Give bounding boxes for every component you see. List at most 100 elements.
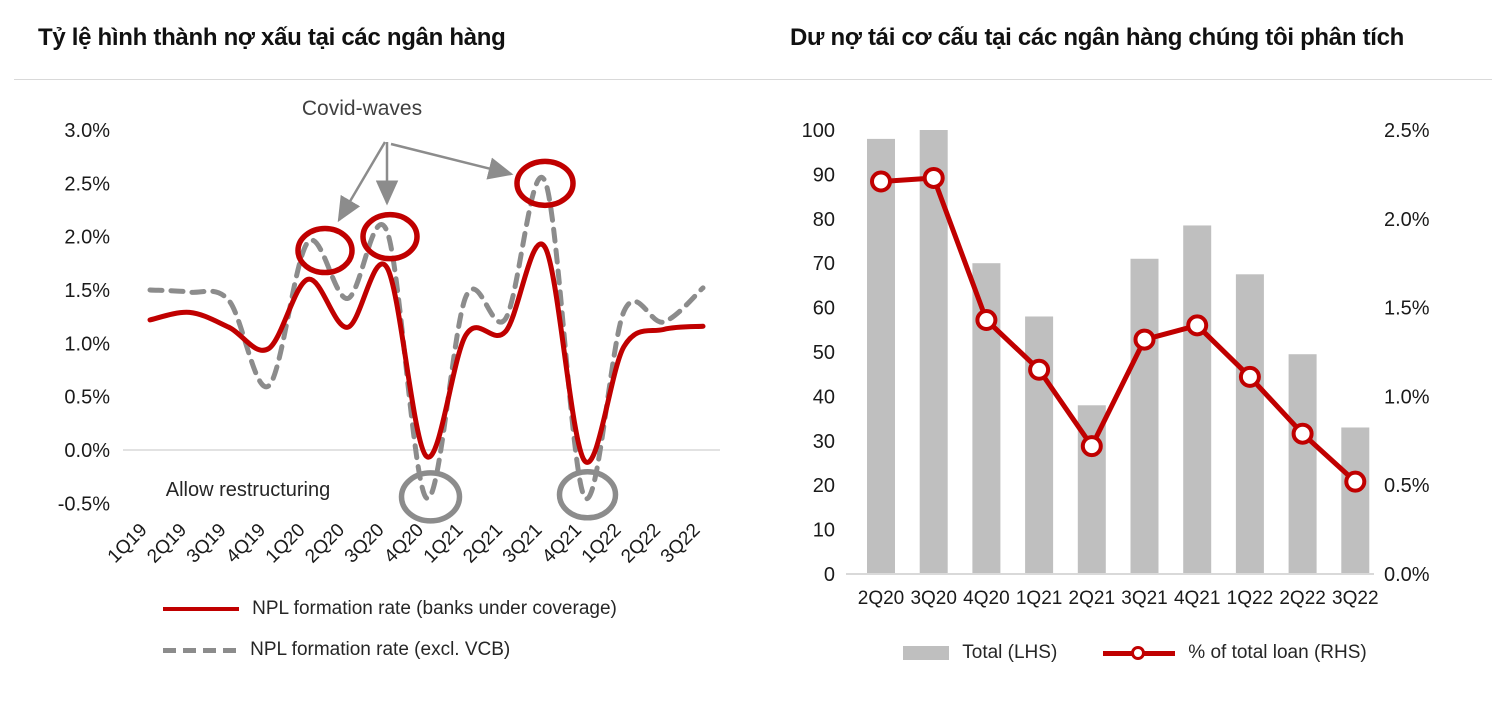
- right-chart-right-y-tick: 2.5%: [1384, 120, 1430, 142]
- right-chart-right-y-tick: 2.0%: [1384, 209, 1430, 231]
- right-chart-right-y-tick: 1.5%: [1384, 298, 1430, 320]
- legend-label: NPL formation rate (banks under coverage…: [252, 598, 617, 619]
- npl-excl-vcb-dashed-line: [147, 175, 706, 502]
- restructuring-dip-circle: [398, 470, 463, 524]
- legend-label: NPL formation rate (excl. VCB): [250, 639, 511, 660]
- right-chart-left-y-tick: 70: [813, 253, 835, 275]
- open-circle-marker-icon: [1131, 645, 1146, 660]
- legend-item-pct-loan: % of total loan (RHS): [1103, 642, 1367, 664]
- pct-total-loan-marker: [1344, 470, 1367, 493]
- covid-wave-arrow: [337, 141, 387, 223]
- total-bar: [1130, 258, 1159, 574]
- left-chart-legend: NPL formation rate (banks under coverage…: [20, 598, 760, 661]
- npl-formation-chart: 3.0% 2.5% 2.0% 1.5% 1.0% 0.5% 0.0% -0.5% 1Q192Q1…: [58, 97, 720, 568]
- right-chart-x-tick: 1Q21: [1016, 588, 1062, 609]
- right-chart-x-tick: 3Q21: [1121, 588, 1167, 609]
- left-chart-x-tick: 1Q19: [104, 520, 152, 568]
- right-chart-left-y-tick: 30: [813, 431, 835, 453]
- total-bar: [1341, 427, 1370, 574]
- left-chart-x-tick: 3Q20: [341, 520, 389, 568]
- left-chart-x-tick: 4Q19: [222, 520, 270, 568]
- left-chart-y-tick: 2.5%: [64, 173, 110, 195]
- title-divider: [14, 79, 1492, 80]
- total-bar: [1183, 225, 1212, 574]
- right-chart-left-y-tick: 50: [813, 342, 835, 364]
- legend-item-npl-coverage: NPL formation rate (banks under coverage…: [163, 598, 617, 620]
- right-chart-x-tick: 2Q21: [1069, 588, 1115, 609]
- left-chart-x-tick: 1Q21: [420, 520, 468, 568]
- total-bar: [1288, 354, 1317, 574]
- right-chart-x-tick: 4Q21: [1174, 588, 1220, 609]
- pct-total-loan-marker: [1080, 435, 1103, 458]
- right-chart-left-y-tick: 100: [802, 120, 835, 142]
- left-chart-y-tick: 1.0%: [64, 333, 110, 355]
- right-chart-x-tick: 3Q20: [910, 588, 956, 609]
- left-chart-y-tick: 3.0%: [64, 120, 110, 142]
- right-chart-right-y-tick: 0.5%: [1384, 475, 1430, 497]
- right-chart-x-tick: 2Q20: [858, 588, 904, 609]
- restructuring-dip-circle: [556, 469, 619, 521]
- right-chart-x-tick: 3Q22: [1332, 588, 1378, 609]
- left-chart-x-tick: 2Q21: [459, 520, 507, 568]
- left-chart-x-tick: 2Q22: [617, 520, 665, 568]
- pct-total-loan-marker: [922, 166, 945, 189]
- allow-restructuring-label: Allow restructuring: [166, 479, 331, 501]
- left-chart-y-tick: -0.5%: [58, 493, 110, 515]
- right-chart-title: Dư nợ tái cơ cấu tại các ngân hàng chúng…: [790, 24, 1405, 51]
- pct-total-loan-marker: [1291, 422, 1314, 445]
- legend-item-total: Total (LHS): [903, 642, 1057, 664]
- pct-total-loan-marker: [870, 170, 892, 193]
- legend-item-npl-excl-vcb: NPL formation rate (excl. VCB): [163, 639, 617, 661]
- pct-total-loan-marker: [1028, 358, 1051, 381]
- right-chart-left-y-tick: 0: [824, 564, 835, 586]
- solid-red-line-swatch: [163, 607, 240, 611]
- left-chart-title: Tỷ lệ hình thành nợ xấu tại các ngân hàn…: [38, 24, 506, 51]
- left-chart-y-tick: 0.0%: [64, 440, 110, 462]
- legend-label: % of total loan (RHS): [1188, 642, 1367, 663]
- right-chart-left-y-tick: 90: [813, 164, 835, 186]
- right-chart-x-tick: 1Q22: [1227, 588, 1273, 609]
- left-chart-y-tick: 0.5%: [64, 387, 110, 409]
- right-chart-legend: Total (LHS) % of total loan (RHS): [780, 642, 1490, 664]
- total-bar: [1025, 316, 1054, 574]
- right-chart-left-y-tick: 20: [813, 475, 835, 497]
- pct-total-loan-marker: [975, 309, 998, 332]
- total-bar: [867, 138, 895, 574]
- covid-waves-label: Covid-waves: [302, 97, 422, 120]
- right-chart-x-tick: 2Q22: [1279, 588, 1325, 609]
- left-chart-x-tick: 2Q20: [301, 520, 349, 568]
- right-chart-x-tick: 4Q20: [963, 588, 1009, 609]
- pct-total-loan-line: [880, 175, 1357, 484]
- pct-total-loan-marker: [1186, 314, 1209, 337]
- right-chart-right-y-tick: 0.0%: [1384, 564, 1430, 586]
- red-line-marker-swatch: [1103, 645, 1176, 661]
- npl-coverage-solid-line: [147, 241, 706, 465]
- covid-peak-circle: [295, 225, 355, 276]
- legend-label: Total (LHS): [962, 642, 1058, 663]
- left-chart-y-tick: 1.5%: [64, 280, 110, 302]
- restructured-debt-chart: 0 10 20 30 40 50 60 70 80 90 100 0.0% 0.5% 1.0% 1.5% 2.…: [802, 120, 1430, 609]
- gray-bar-swatch: [903, 646, 950, 660]
- left-chart-x-tick: 4Q20: [380, 520, 428, 568]
- covid-peak-circle: [514, 158, 576, 209]
- covid-peak-circle: [360, 211, 420, 262]
- right-chart-left-y-tick: 10: [813, 520, 835, 542]
- left-chart-x-tick: 1Q20: [262, 520, 310, 568]
- right-chart-right-y-tick: 1.0%: [1384, 386, 1430, 408]
- left-chart-x-tick: 3Q19: [183, 520, 231, 568]
- pct-total-loan-marker: [1238, 365, 1261, 388]
- pct-total-loan-marker: [1133, 328, 1156, 351]
- left-chart-x-tick: 3Q22: [657, 520, 705, 568]
- left-chart-x-tick: 4Q21: [538, 520, 586, 568]
- left-chart-x-tick: 2Q19: [143, 520, 191, 568]
- left-chart-y-tick: 2.0%: [64, 227, 110, 249]
- dashed-gray-line-swatch: [163, 647, 238, 653]
- left-chart-x-tick: 1Q22: [578, 520, 626, 568]
- left-chart-x-tick: 3Q21: [499, 520, 547, 568]
- right-chart-left-y-tick: 60: [813, 298, 835, 320]
- right-chart-left-y-tick: 80: [813, 209, 835, 231]
- total-bar: [919, 130, 948, 574]
- covid-wave-arrow: [390, 142, 514, 180]
- right-chart-left-y-tick: 40: [813, 386, 835, 408]
